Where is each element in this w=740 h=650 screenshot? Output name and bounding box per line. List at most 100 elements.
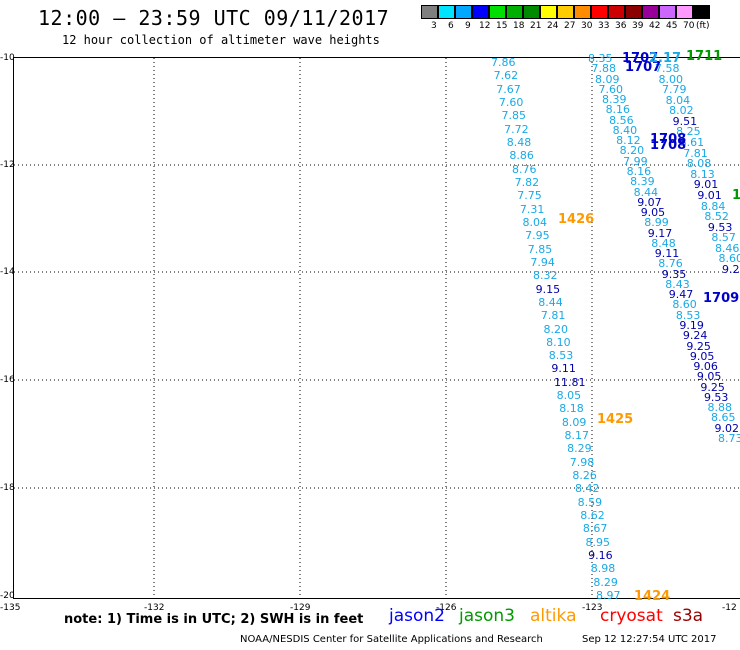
swh-observation: 9.17 xyxy=(647,226,673,240)
color-scale-label: 70 xyxy=(683,21,695,31)
color-swatch xyxy=(438,5,455,19)
color-swatch xyxy=(693,5,710,19)
satellite-legend-item: s3a xyxy=(673,606,704,626)
track-time-label: 1707 xyxy=(625,60,662,75)
swh-observation: 7.82 xyxy=(514,175,540,189)
color-swatch xyxy=(676,5,693,19)
swh-observation: 8.32 xyxy=(533,269,558,283)
swh-observation: 8.40 xyxy=(612,123,638,137)
swh-observation: 7.95 xyxy=(525,229,550,243)
swh-observation: 8.13 xyxy=(690,167,715,181)
longitude-label: -129 xyxy=(290,603,311,613)
swh-observation: 8.43 xyxy=(665,277,690,291)
latitude-label: -10 xyxy=(0,53,15,63)
swh-observation: 8.16 xyxy=(605,103,631,117)
swh-observation: 9.05 xyxy=(640,206,666,220)
swh-observation: 8.67 xyxy=(582,522,608,536)
swh-observation: 8.00 xyxy=(658,72,684,86)
swh-observation: 7.88 xyxy=(591,62,617,76)
color-scale-label: 24 xyxy=(547,21,559,31)
color-scale-label: 21 xyxy=(530,21,542,31)
color-swatch xyxy=(421,5,438,19)
color-swatch xyxy=(455,5,472,19)
swh-observation: 8.53 xyxy=(675,308,701,322)
swh-observation: 8.08 xyxy=(686,157,712,171)
swh-observation: 7.98 xyxy=(569,455,595,469)
color-scale-label: 9 xyxy=(465,21,471,31)
swh-observation: 8.44 xyxy=(633,185,659,199)
swh-observation: 8.57 xyxy=(711,231,736,245)
swh-observation: 8.95 xyxy=(585,535,611,549)
color-swatch xyxy=(523,5,540,19)
swh-observation: 8.02 xyxy=(669,104,694,118)
map-frame xyxy=(13,57,740,600)
color-scale-label: 36 xyxy=(615,21,627,31)
color-scale-label: 39 xyxy=(632,21,644,31)
satellite-legend-item: jason3 xyxy=(459,606,515,626)
color-scale-label: 6 xyxy=(448,21,454,31)
latitude-label: -20 xyxy=(0,591,15,601)
color-swatch xyxy=(472,5,489,19)
track-time-label: 1425 xyxy=(597,412,634,427)
swh-observation: 8.76 xyxy=(512,162,537,176)
swh-observation: 9.53 xyxy=(703,390,729,404)
color-scale-label: 12 xyxy=(479,21,491,31)
swh-observation: 7.58 xyxy=(655,62,680,75)
color-swatch xyxy=(591,5,608,19)
color-swatch xyxy=(608,5,625,19)
track-time-label: 1711 xyxy=(686,49,723,64)
swh-observation: 8.20 xyxy=(619,144,645,158)
color-scale-label: 42 xyxy=(649,21,661,31)
swh-observation: 9.05 xyxy=(689,349,715,363)
swh-observation: 9.25 xyxy=(686,339,711,353)
track-time-label: 1424 xyxy=(634,589,671,604)
swh-observation: 7.79 xyxy=(662,83,687,97)
swh-observation: 9.06 xyxy=(693,360,718,374)
color-swatch xyxy=(540,5,557,19)
color-scale-unit: (ft) xyxy=(696,21,710,31)
color-swatch xyxy=(574,5,591,19)
track-time-label: 1707 xyxy=(622,51,659,66)
footer-note: note: 1) Time is in UTC; 2) SWH is in fe… xyxy=(64,612,364,627)
satellite-legend-item: cryosat xyxy=(600,606,663,626)
latitude-label: -16 xyxy=(0,375,15,385)
track-time-label: 1709 xyxy=(703,291,740,306)
color-swatch xyxy=(557,5,574,19)
swh-observation: 8.12 xyxy=(616,134,641,148)
swh-observation: 8.59 xyxy=(577,495,603,509)
swh-observation: 7.85 xyxy=(501,109,527,123)
swh-observation: 9.01 xyxy=(697,188,722,202)
satellite-legend-item: altika xyxy=(530,606,577,626)
swh-observation: 8.73 xyxy=(718,432,740,445)
swh-observation: 8.29 xyxy=(593,575,618,589)
longitude-label: -12 xyxy=(722,603,737,613)
swh-observation: 9.25 xyxy=(700,380,725,394)
track-time-label: 2.17 xyxy=(649,51,682,66)
latitude-label: -14 xyxy=(0,267,15,277)
swh-observation: 8.26 xyxy=(572,469,597,483)
track-time-label: 1426 xyxy=(558,212,595,227)
color-swatch xyxy=(506,5,523,19)
swh-observation: 9.35 xyxy=(661,267,687,281)
swh-observation: 8.46 xyxy=(714,241,740,255)
swh-observation: 9.01 xyxy=(693,178,719,192)
swh-observation: 8.17 xyxy=(564,429,590,443)
swh-observation: 7.75 xyxy=(517,189,542,203)
swh-observation: 8.53 xyxy=(548,349,574,363)
swh-observation: 11.81 xyxy=(554,375,586,389)
credit-line: NOAA/NESDIS Center for Satellite Applica… xyxy=(240,634,543,645)
swh-observation: 8.99 xyxy=(644,216,669,230)
longitude-label: -126 xyxy=(436,603,457,613)
swh-observation: 7.85 xyxy=(527,242,553,256)
swh-observation: 8.98 xyxy=(590,562,616,576)
color-swatch xyxy=(625,5,642,19)
color-scale-label: 27 xyxy=(564,21,576,31)
swh-observation: 8.65 xyxy=(710,411,736,425)
swh-observation: 8.39 xyxy=(602,93,627,107)
swh-observation: 8.48 xyxy=(651,236,676,250)
swh-observation: 9.02 xyxy=(714,421,739,435)
swh-observation: 8.84 xyxy=(700,199,726,213)
swh-observation: 8.42 xyxy=(575,482,600,496)
latitude-label: -18 xyxy=(0,483,15,493)
swh-observation: 8.10 xyxy=(546,335,571,349)
